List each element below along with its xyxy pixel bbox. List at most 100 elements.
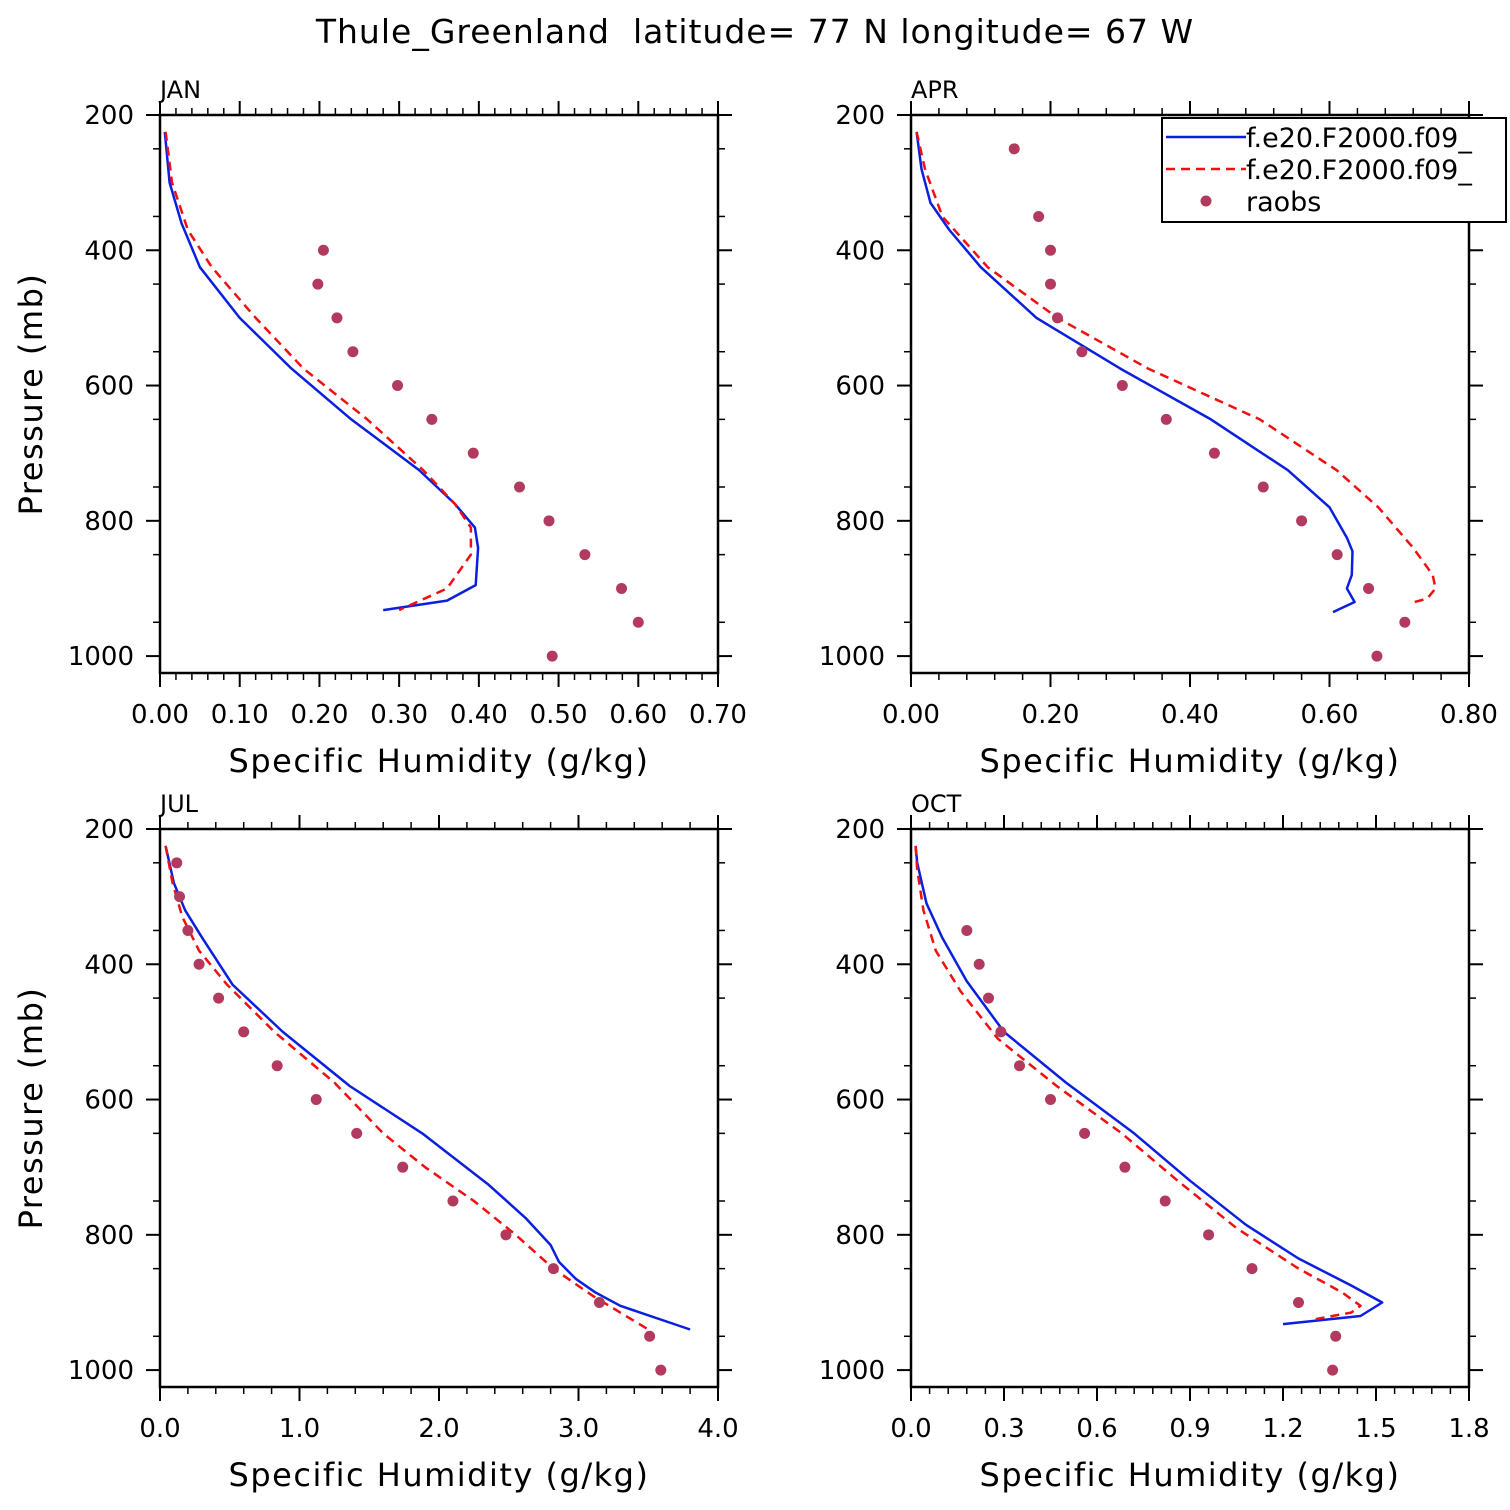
- x-tick-label: 1.5: [1355, 1414, 1396, 1444]
- raobs-point: [983, 992, 994, 1004]
- y-tick-label: 1000: [819, 1356, 885, 1386]
- y-tick-label: 200: [835, 815, 885, 845]
- plot-frame: [158, 113, 720, 675]
- y-tick-label: 800: [84, 1221, 134, 1251]
- x-tick-label: 0.70: [689, 700, 747, 730]
- raobs-point: [1033, 210, 1045, 222]
- raobs-point: [1363, 582, 1375, 594]
- raobs-point: [1045, 244, 1056, 256]
- raobs-point: [1208, 447, 1220, 459]
- panel-apr: 0.00 0.20 0.40 0.60 0.80 200 400 600 800 1000 APR S…: [819, 76, 1498, 780]
- x-tick-label: 0.9: [1169, 1414, 1210, 1444]
- panel-oct: 0.0 0.3 0.6 0.9 1.2 1.5 1.8 200 400 600 800 1000 OCT…: [819, 790, 1490, 1494]
- x-tick-label: 1.2: [1262, 1414, 1303, 1444]
- raobs-point: [392, 380, 404, 392]
- raobs-point: [213, 992, 225, 1004]
- x-tick-label: 3.0: [558, 1414, 599, 1444]
- model-2-line: [915, 131, 1437, 605]
- raobs-point: [310, 1094, 322, 1106]
- plot-frame: [909, 827, 1471, 1389]
- y-tick-label: 1000: [68, 642, 134, 672]
- raobs-point: [546, 650, 558, 662]
- y-tick-label: 400: [84, 950, 134, 980]
- y-tick-label: 400: [835, 236, 885, 266]
- raobs-point: [397, 1161, 409, 1173]
- y-tick-label: 800: [84, 507, 134, 537]
- raobs-point: [1203, 1229, 1215, 1241]
- raobs-point: [547, 1263, 559, 1275]
- raobs-point: [995, 1026, 1007, 1038]
- raobs-point: [1257, 481, 1269, 493]
- raobs-point: [1045, 1094, 1056, 1106]
- x-axis-label: Specific Humidity (g/kg): [229, 1456, 650, 1494]
- raobs-point: [467, 447, 479, 459]
- x-tick-label: 0.3: [983, 1414, 1024, 1444]
- y-axis-label: Pressure (mb): [12, 273, 50, 516]
- y-tick-label: 200: [84, 101, 134, 131]
- raobs-point: [193, 958, 205, 970]
- x-tick-label: 0.6: [1076, 1414, 1117, 1444]
- raobs-point: [238, 1026, 250, 1038]
- x-tick-label: 1.0: [279, 1414, 320, 1444]
- raobs-point: [174, 891, 186, 903]
- x-axis-label: Specific Humidity (g/kg): [980, 742, 1401, 780]
- y-tick-label: 200: [84, 815, 134, 845]
- x-axis-label: Specific Humidity (g/kg): [229, 742, 650, 780]
- raobs-point: [447, 1195, 459, 1207]
- y-tick-label: 600: [84, 372, 134, 402]
- x-tick-label: 0.60: [609, 700, 667, 730]
- y-axis-label: Pressure (mb): [12, 987, 50, 1230]
- panel-jul: 0.0 1.0 2.0 3.0 4.0 200 400 600 800 1000 JUL Specif…: [12, 790, 739, 1494]
- panel-label: JAN: [158, 76, 201, 104]
- raobs-point: [1330, 1330, 1342, 1342]
- panel-label: APR: [911, 76, 959, 104]
- raobs-point: [351, 1127, 363, 1139]
- x-tick-label: 0.30: [370, 700, 428, 730]
- raobs-point: [1079, 1127, 1091, 1139]
- x-tick-label: 0.40: [450, 700, 508, 730]
- panel-label: JUL: [158, 790, 199, 818]
- raobs-point: [271, 1060, 283, 1072]
- raobs-point: [632, 616, 644, 628]
- panel-label: OCT: [911, 790, 962, 818]
- raobs-point: [1327, 1364, 1339, 1376]
- model-1-line: [163, 131, 480, 612]
- raobs-point: [1296, 515, 1308, 527]
- y-tick-label: 600: [84, 1086, 134, 1116]
- x-tick-label: 0.0: [139, 1414, 180, 1444]
- y-tick-label: 200: [835, 101, 885, 131]
- legend-entry-label: f.e20.F2000.f09_: [1246, 155, 1472, 186]
- x-tick-label: 0.80: [1440, 700, 1498, 730]
- raobs-point: [655, 1364, 667, 1376]
- raobs-point: [317, 244, 329, 256]
- legend-entry-label: raobs: [1246, 187, 1321, 218]
- legend-marker-swatch: [1200, 195, 1212, 207]
- y-tick-label: 400: [84, 236, 134, 266]
- x-tick-label: 2.0: [418, 1414, 459, 1444]
- x-tick-label: 4.0: [697, 1414, 738, 1444]
- x-tick-label: 0.50: [530, 700, 588, 730]
- raobs-point: [514, 481, 526, 493]
- raobs-point: [1014, 1060, 1025, 1072]
- raobs-point: [1076, 346, 1088, 358]
- model-1-line: [164, 845, 691, 1331]
- raobs-point: [331, 312, 343, 324]
- x-tick-label: 0.0: [890, 1414, 931, 1444]
- raobs-point: [1371, 650, 1383, 662]
- x-tick-label: 0.20: [1022, 700, 1080, 730]
- raobs-point: [426, 413, 438, 425]
- x-tick-label: 0.00: [131, 700, 189, 730]
- raobs-point: [616, 582, 628, 594]
- model-2-line: [914, 845, 1362, 1321]
- model-2-line: [164, 131, 473, 612]
- raobs-point: [1331, 549, 1343, 561]
- x-axis-label: Specific Humidity (g/kg): [980, 1456, 1401, 1494]
- x-tick-label: 0.60: [1301, 700, 1359, 730]
- x-tick-label: 0.10: [211, 700, 269, 730]
- raobs-point: [1293, 1296, 1304, 1308]
- raobs-point: [1045, 278, 1056, 290]
- x-tick-label: 0.20: [290, 700, 348, 730]
- y-tick-label: 600: [835, 372, 885, 402]
- raobs-point: [1399, 616, 1411, 628]
